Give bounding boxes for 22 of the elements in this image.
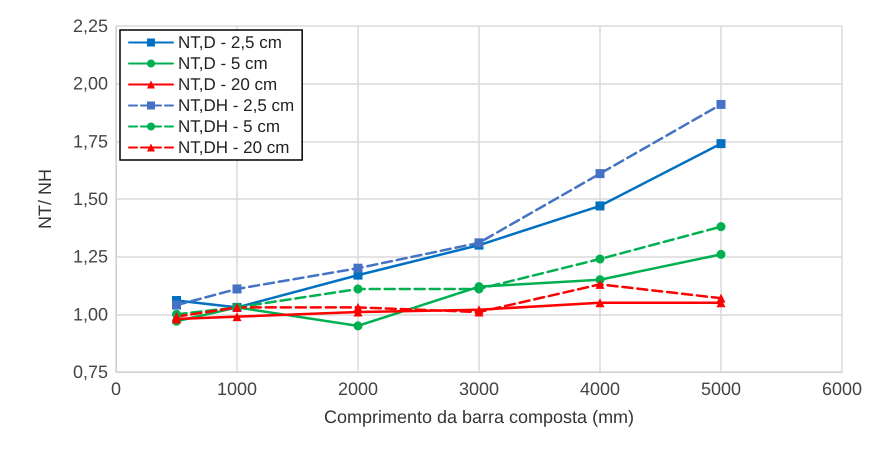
legend-label: NT,DH - 5 cm	[178, 117, 280, 136]
y-axis-title: NT/ NH	[35, 169, 55, 229]
y-tick-label: 1,50	[72, 189, 108, 209]
legend-label: NT,D - 5 cm	[178, 54, 268, 73]
x-axis-title: Comprimento da barra composta (mm)	[324, 407, 634, 427]
y-tick-label: 1,25	[72, 246, 108, 267]
y-tick-label: 1,75	[72, 131, 108, 152]
x-tick-label: 5000	[700, 379, 742, 399]
x-tick-label: 0	[110, 379, 122, 399]
y-tick-label: 2,00	[72, 74, 108, 94]
x-tick-label: 4000	[580, 379, 620, 399]
x-tick-label: 6000	[822, 379, 862, 399]
y-tick-label: 0,75	[72, 362, 108, 382]
x-tick-label: 1000	[216, 379, 258, 399]
legend-label: NT,DH - 2,5 cm	[178, 96, 294, 115]
legend-label: NT,D - 20 cm	[178, 75, 278, 94]
y-tick-label: 1,00	[72, 304, 108, 324]
y-tick-label: 2,25	[72, 16, 108, 36]
legend-label: NT,DH - 20 cm	[178, 138, 290, 157]
x-tick-label: 3000	[458, 379, 500, 399]
x-tick-label: 2000	[338, 379, 378, 399]
legend-label: NT,D - 2,5 cm	[178, 33, 282, 52]
